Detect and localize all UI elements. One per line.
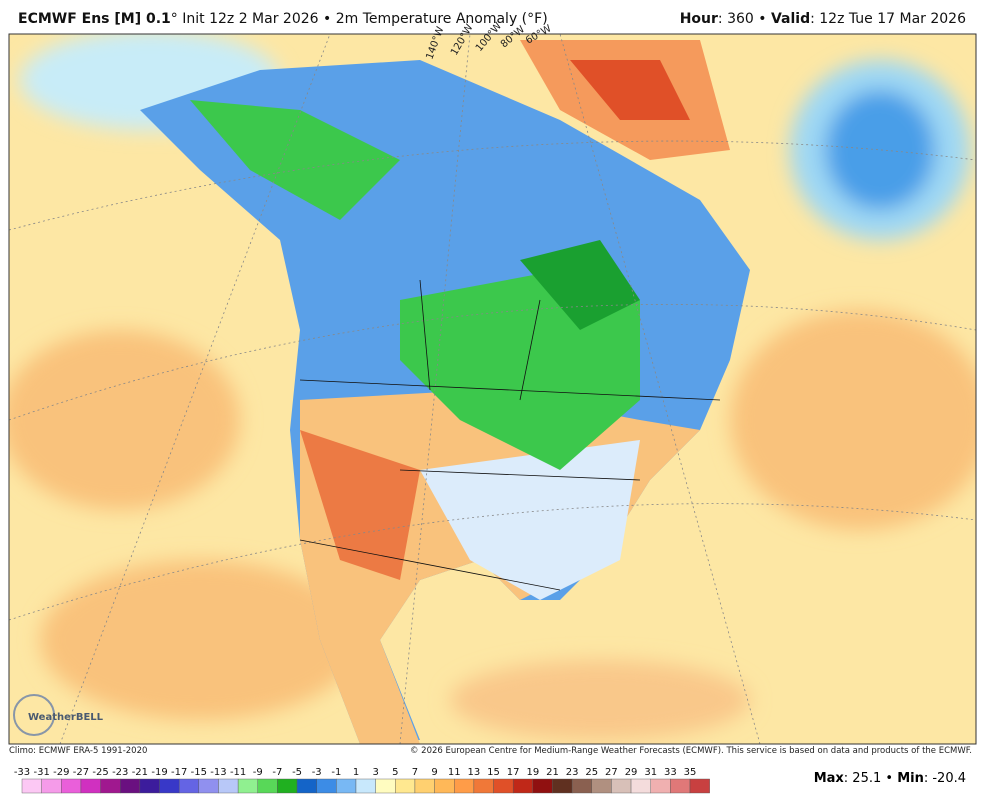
colorbar-label: -5 bbox=[292, 767, 302, 778]
map-frame bbox=[8, 33, 977, 745]
colorbar-label: -11 bbox=[230, 767, 246, 778]
colorbar-label: 9 bbox=[431, 767, 437, 778]
colorbar-label: 19 bbox=[526, 767, 539, 778]
colorbar-swatch bbox=[355, 778, 376, 794]
logo-text: WeatherBELL bbox=[28, 712, 104, 723]
colorbar-label: -21 bbox=[132, 767, 148, 778]
label-bold: Hour bbox=[679, 11, 718, 27]
colorbar-swatch bbox=[611, 778, 632, 794]
colorbar-swatch bbox=[61, 778, 82, 794]
title: ECMWF Ens [M] 0.1° Init 12z 2 Mar 2026 •… bbox=[18, 11, 548, 27]
colorbar-swatch bbox=[159, 778, 180, 794]
colorbar-label: -31 bbox=[33, 767, 49, 778]
colorbar-label: 21 bbox=[546, 767, 559, 778]
colorbar-swatch bbox=[434, 778, 455, 794]
colorbar-label: -19 bbox=[151, 767, 167, 778]
colorbar-label: -3 bbox=[312, 767, 322, 778]
colorbar-swatch bbox=[630, 778, 651, 794]
label-text: : 12z Tue 17 Mar 2026 bbox=[810, 11, 966, 27]
colorbar-swatch bbox=[316, 778, 337, 794]
colorbar-label: 27 bbox=[605, 767, 618, 778]
colorbar-swatch bbox=[670, 778, 691, 794]
colorbar-label: 17 bbox=[507, 767, 520, 778]
colorbar-label: -9 bbox=[253, 767, 263, 778]
colorbar-swatch bbox=[512, 778, 534, 794]
label-text: : 360 • bbox=[717, 11, 771, 27]
colorbar-swatch bbox=[552, 778, 573, 794]
colorbar-swatch bbox=[120, 778, 141, 794]
colorbar-swatch bbox=[277, 778, 298, 794]
colorbar-label: 1 bbox=[353, 767, 359, 778]
colorbar-label: 15 bbox=[487, 767, 500, 778]
colorbar-label: -29 bbox=[53, 767, 69, 778]
colorbar-swatch bbox=[493, 778, 514, 794]
colorbar-swatch bbox=[591, 778, 612, 794]
label-text: : 25.1 • bbox=[843, 771, 898, 786]
colorbar-swatch bbox=[80, 778, 101, 794]
colorbar-swatch bbox=[650, 778, 671, 794]
colorbar-label: 25 bbox=[585, 767, 598, 778]
colorbar-label: -33 bbox=[14, 767, 30, 778]
colorbar-swatch bbox=[454, 778, 475, 794]
colorbar-label: -17 bbox=[171, 767, 187, 778]
copyright: © 2026 European Centre for Medium-Range … bbox=[409, 746, 972, 756]
colorbar-label: -25 bbox=[92, 767, 108, 778]
label-text: ° Init 12z 2 Mar 2026 • 2m Temperature A… bbox=[170, 11, 548, 27]
colorbar-label: -23 bbox=[112, 767, 128, 778]
colorbar-swatch bbox=[571, 778, 592, 794]
colorbar-swatch bbox=[218, 778, 239, 794]
max-min: Max: 25.1 • Min: -20.4 bbox=[814, 771, 966, 786]
colorbar-label: -13 bbox=[210, 767, 226, 778]
colorbar-swatch bbox=[257, 778, 278, 794]
colorbar-swatch bbox=[375, 778, 396, 794]
climo: Climo: ECMWF ERA-5 1991-2020 bbox=[9, 746, 148, 756]
colorbar-label: 13 bbox=[468, 767, 481, 778]
colorbar-swatch bbox=[532, 778, 553, 794]
colorbar-swatch bbox=[198, 778, 219, 794]
colorbar-swatch bbox=[100, 778, 121, 794]
colorbar-swatch bbox=[395, 778, 416, 794]
map-field bbox=[9, 34, 976, 744]
colorbar-label: 35 bbox=[684, 767, 697, 778]
colorbar-label: 5 bbox=[392, 767, 398, 778]
colorbar-label: 33 bbox=[664, 767, 677, 778]
colorbar-label: 29 bbox=[625, 767, 638, 778]
colorbar-label: -7 bbox=[272, 767, 282, 778]
colorbar-label: 31 bbox=[644, 767, 657, 778]
colorbar-swatch bbox=[21, 778, 42, 794]
colorbar-swatch bbox=[237, 778, 258, 794]
label-bold: Max bbox=[813, 771, 844, 786]
label-bold: Min bbox=[897, 771, 924, 786]
label-bold: ECMWF Ens [M] 0.1 bbox=[18, 11, 171, 27]
colorbar: -33 -31 -29 -27 -25 -23 -21 -19 -17 -15 -13 -11 -9 -7… bbox=[14, 767, 710, 794]
colorbar-swatch bbox=[336, 778, 357, 794]
label-bold: Valid bbox=[770, 11, 811, 27]
colorbar-swatch bbox=[296, 778, 317, 794]
colorbar-label: -15 bbox=[191, 767, 207, 778]
colorbar-swatch bbox=[473, 778, 494, 794]
valid-time: Hour: 360 • Valid: 12z Tue 17 Mar 2026 bbox=[680, 11, 966, 27]
colorbar-label: 11 bbox=[448, 767, 461, 778]
colorbar-swatch bbox=[41, 778, 62, 794]
colorbar-label: -27 bbox=[73, 767, 89, 778]
colorbar-label: -1 bbox=[331, 767, 341, 778]
label-text: : -20.4 bbox=[923, 771, 966, 786]
colorbar-label: 23 bbox=[566, 767, 579, 778]
logo: WeatherBELL bbox=[13, 694, 104, 736]
colorbar-label: 7 bbox=[412, 767, 418, 778]
colorbar-swatch bbox=[689, 778, 710, 794]
colorbar-swatch bbox=[414, 778, 435, 794]
colorbar-swatch bbox=[178, 778, 200, 794]
colorbar-swatch bbox=[139, 778, 160, 794]
colorbar-label: 3 bbox=[372, 767, 378, 778]
